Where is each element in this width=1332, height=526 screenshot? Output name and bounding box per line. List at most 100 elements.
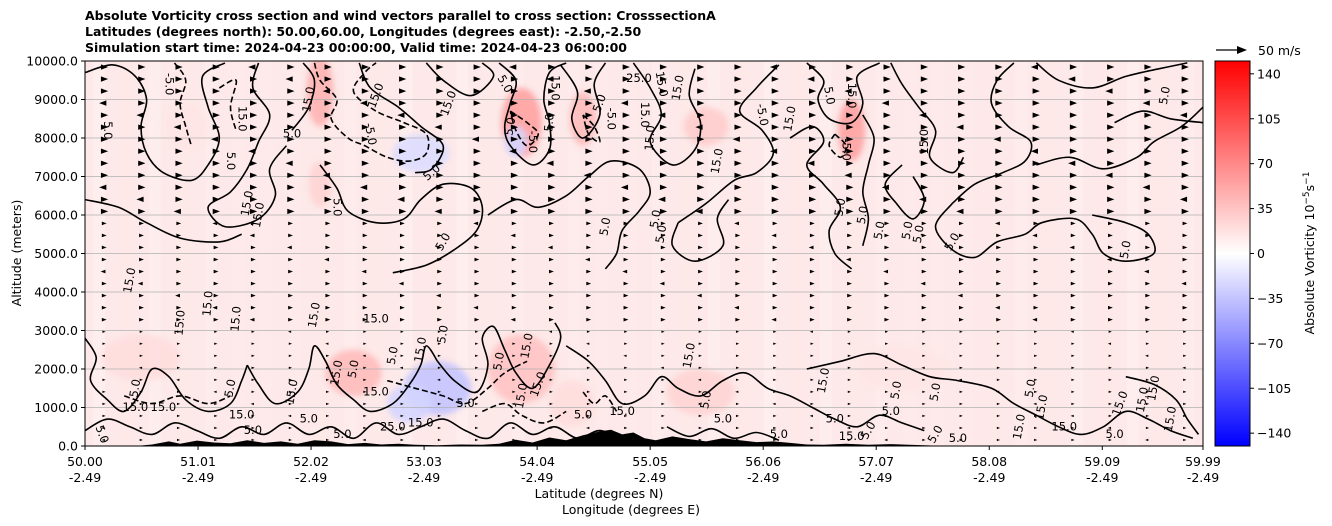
wind-vector — [846, 196, 854, 203]
wind-vector — [996, 257, 1002, 262]
wind-vector — [248, 64, 256, 70]
wind-vector — [958, 221, 964, 226]
wind-vector — [586, 245, 592, 250]
wind-vector — [437, 402, 442, 406]
contour-line-positive — [789, 125, 853, 270]
wind-vector — [326, 354, 330, 357]
wind-vector — [549, 366, 553, 369]
wind-vector — [1032, 208, 1040, 215]
wind-vector — [771, 100, 779, 106]
wind-vector — [139, 305, 144, 310]
contour-label: -5.0 — [162, 73, 176, 95]
y-tick-label: 7000.0 — [34, 169, 78, 184]
wind-vector — [139, 426, 143, 430]
wind-vector — [734, 64, 742, 70]
wind-vector — [921, 366, 925, 369]
wind-vector — [697, 148, 705, 154]
contour-line-positive — [291, 62, 316, 131]
wind-vector — [1069, 172, 1078, 178]
wind-vector — [846, 148, 854, 154]
wind-vector — [288, 317, 293, 322]
wind-vector — [1105, 88, 1113, 94]
wind-vector — [363, 330, 367, 333]
vorticity-patch — [504, 126, 528, 158]
wind-vector — [995, 124, 1003, 130]
wind-vector — [810, 342, 814, 345]
wind-vector — [1183, 438, 1187, 442]
wind-vector — [1068, 76, 1076, 82]
wind-vector — [586, 305, 592, 310]
wind-vector — [437, 330, 442, 333]
wind-vector — [735, 257, 741, 262]
wind-vector — [434, 208, 442, 215]
wind-vector — [1145, 293, 1151, 298]
wind-vector — [138, 208, 146, 215]
wind-vector — [212, 160, 220, 166]
contour-label: 5.0 — [831, 197, 848, 217]
wind-vector — [510, 317, 516, 322]
wind-vector — [1107, 124, 1115, 130]
wind-vector — [288, 354, 292, 357]
wind-vector — [1145, 402, 1150, 406]
wind-vector — [659, 160, 668, 166]
contour-label: 5.0 — [456, 396, 474, 410]
wind-vector — [847, 414, 851, 418]
wind-vector — [287, 184, 295, 191]
contour-label: 15.0 — [638, 102, 652, 128]
contour-label: 5.0 — [927, 382, 944, 402]
wind-vector — [473, 64, 481, 70]
wind-vector — [659, 76, 668, 82]
wind-vector — [698, 366, 702, 369]
y-tick-label: 6000.0 — [34, 208, 78, 223]
wind-vector — [1182, 269, 1188, 274]
wind-vector — [734, 88, 742, 94]
wind-vector — [138, 100, 146, 106]
contour-label: 5.0 — [283, 127, 301, 141]
wind-vector — [959, 330, 963, 333]
wind-vector — [436, 76, 444, 82]
wind-vector — [213, 233, 219, 238]
wind-vector — [362, 305, 368, 310]
wind-vector — [100, 208, 109, 215]
wind-vector — [102, 390, 106, 394]
wind-vector — [846, 184, 854, 191]
wind-vector — [846, 136, 854, 142]
wind-vector — [1071, 342, 1075, 345]
wind-vector — [102, 366, 106, 369]
contour-label: 15.0 — [1032, 394, 1050, 422]
wind-vector — [100, 196, 109, 203]
wind-vector — [622, 136, 630, 142]
wind-vector — [995, 160, 1003, 166]
wind-vector — [698, 390, 702, 394]
wind-vector — [102, 342, 106, 345]
wind-vector — [883, 64, 891, 70]
wind-vector — [624, 426, 628, 430]
wind-vector — [847, 438, 851, 442]
colorbar-tick-label: −140 — [1257, 426, 1291, 441]
wind-vector — [884, 281, 890, 286]
wind-vector — [847, 269, 852, 274]
wind-vector — [1070, 269, 1076, 274]
wind-vector — [548, 64, 556, 70]
contour-label: 5.0 — [647, 209, 664, 229]
wind-vector — [362, 438, 366, 442]
contour-label: 5.0 — [345, 359, 362, 379]
contour-label: 5.0 — [770, 427, 788, 441]
wind-vector — [847, 245, 852, 250]
wind-vector — [1033, 245, 1039, 250]
wind-vector — [361, 148, 369, 154]
wind-vector — [810, 354, 814, 357]
wind-vector — [1071, 438, 1075, 442]
wind-vector — [773, 438, 777, 442]
x-tick-label-lat: 53.03 — [406, 454, 442, 469]
wind-vector — [847, 354, 851, 357]
wind-vector — [100, 148, 109, 154]
wind-vector — [434, 124, 442, 130]
wind-vector — [324, 160, 332, 166]
contour-line-positive — [246, 345, 439, 413]
contour-line-negative — [582, 114, 601, 143]
wind-vector — [474, 245, 480, 250]
wind-vector — [510, 233, 516, 238]
wind-vector — [251, 438, 255, 442]
wind-vector — [102, 330, 106, 333]
